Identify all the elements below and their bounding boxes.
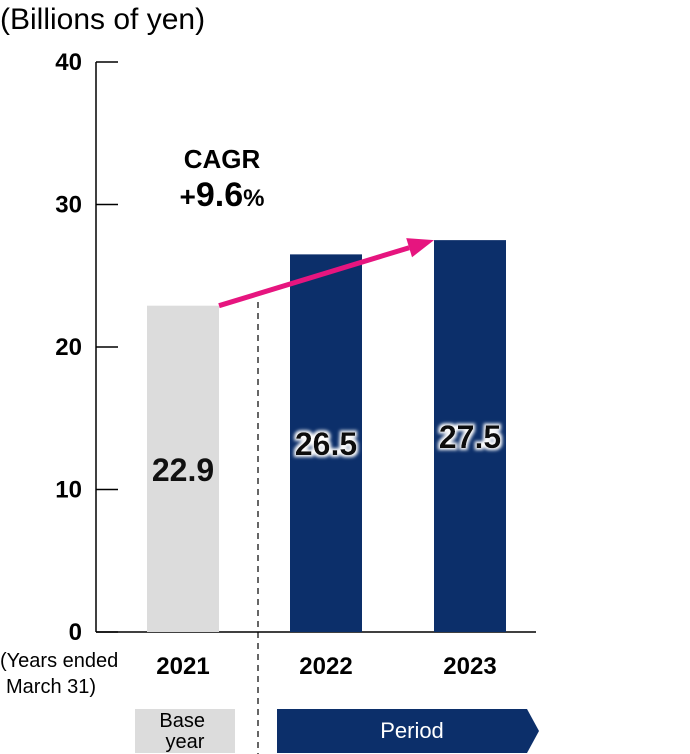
y-tick-label: 40 <box>55 49 82 76</box>
bar-value-label: 22.9 <box>152 452 214 488</box>
base-year-label: Base year <box>159 710 210 753</box>
y-tick-label: 0 <box>69 619 82 646</box>
y-tick-label: 10 <box>55 477 82 504</box>
bar-value-label: 26.5 <box>295 426 357 462</box>
base-year-label-line-2: year <box>166 731 205 753</box>
cagr-arrow <box>218 238 434 309</box>
cagr-unit: % <box>243 185 264 212</box>
cagr-number: 9.6 <box>196 176 243 214</box>
cagr-label: CAGR <box>184 144 261 174</box>
bar-2021 <box>147 305 219 632</box>
x-axis-note-line-1: (Years ended <box>0 650 118 672</box>
x-tick-label: 2021 <box>156 653 209 680</box>
period-label: Period <box>380 718 444 743</box>
y-axis-title: (Billions of yen) <box>0 3 205 36</box>
base-year-label-line-1: Base <box>159 710 205 732</box>
cagr-sign: + <box>180 181 196 212</box>
cagr-value: +9.6% <box>180 176 265 214</box>
period-banner: Period <box>277 709 539 753</box>
bar-2022 <box>290 254 362 632</box>
y-tick-label: 20 <box>55 334 82 361</box>
base-year-box: Base year <box>135 709 235 753</box>
x-tick-label: 2023 <box>443 653 496 680</box>
y-tick-label: 30 <box>55 192 82 219</box>
x-axis-note-line-2: March 31) <box>6 676 96 698</box>
x-tick-label: 2022 <box>299 653 352 680</box>
x-axis-note: (Years ended March 31) <box>0 650 124 698</box>
bar-2023 <box>434 240 506 632</box>
bar-value-label: 27.5 <box>439 419 501 455</box>
